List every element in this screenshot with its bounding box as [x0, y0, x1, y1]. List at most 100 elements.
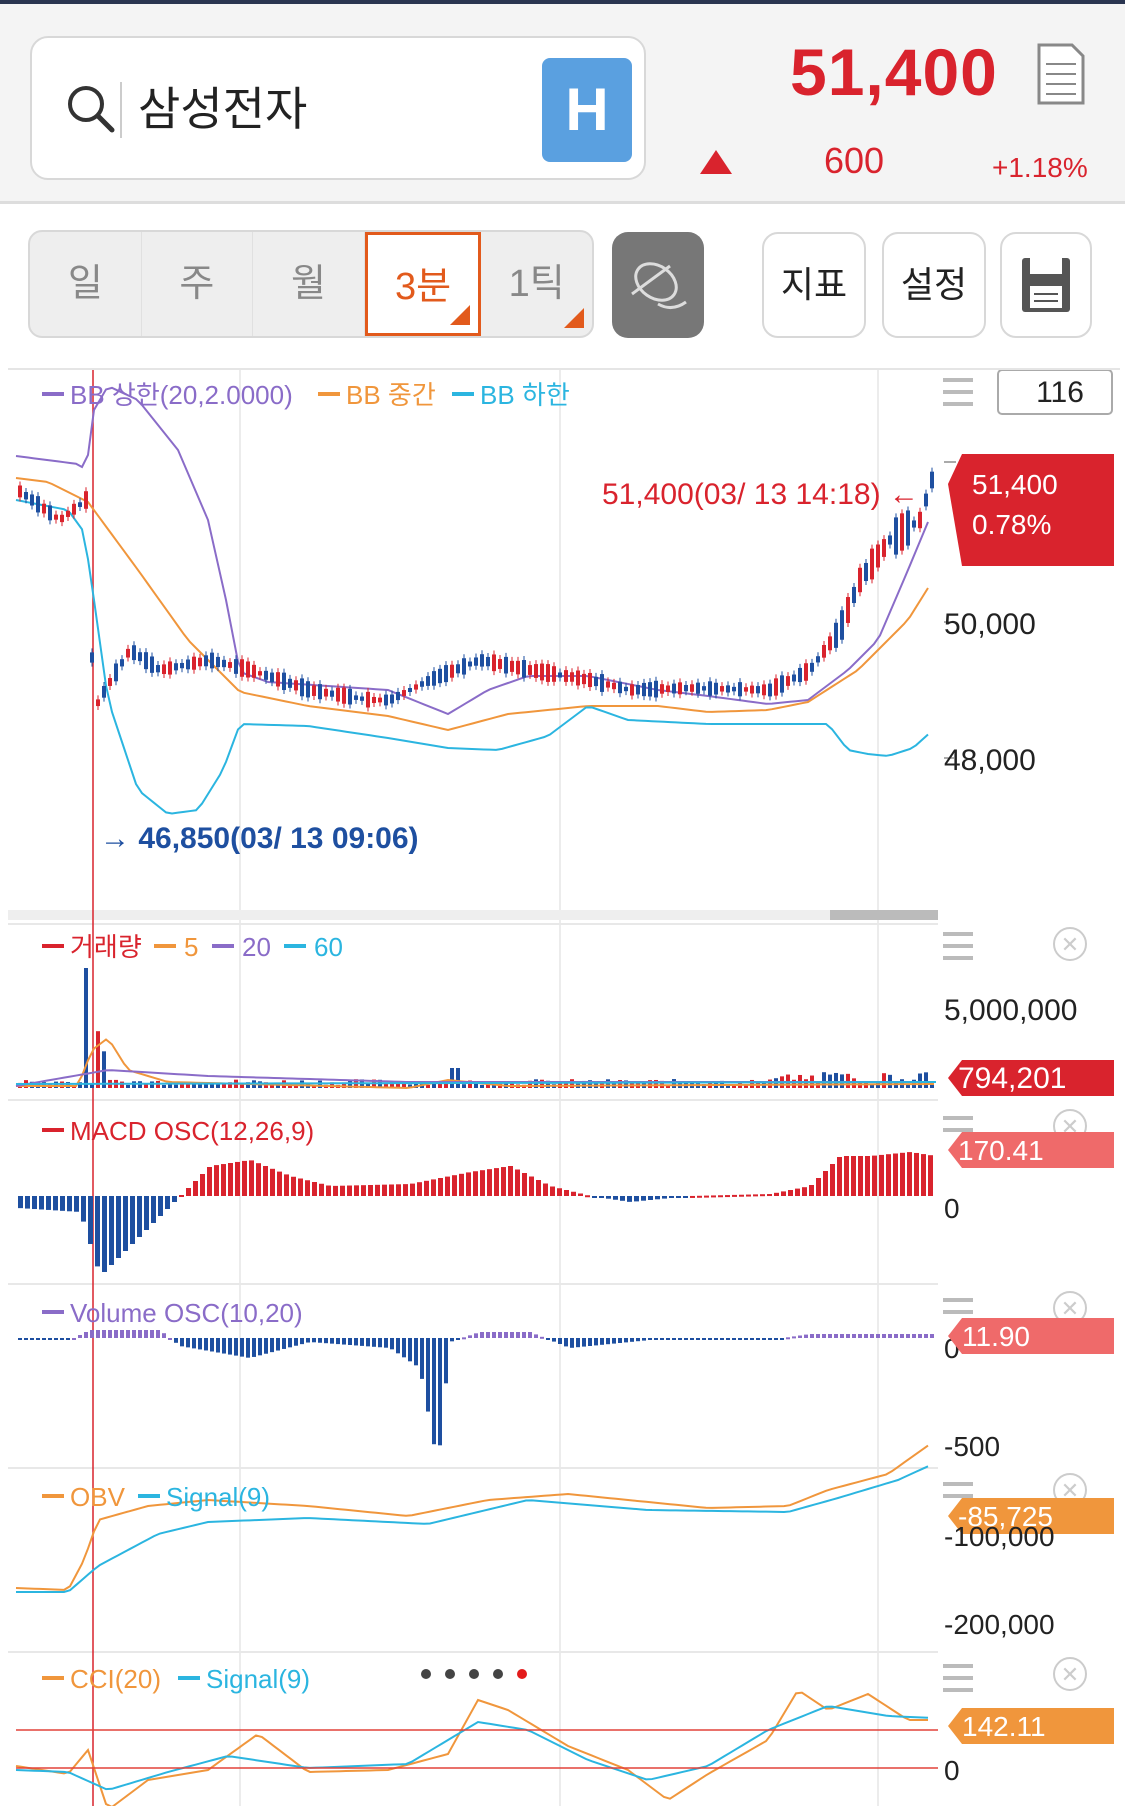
volume-osc-bar: [288, 1338, 292, 1348]
volume-bar: [120, 1081, 124, 1088]
close-panel-icon[interactable]: [1053, 927, 1087, 961]
document-icon[interactable]: [1036, 42, 1086, 106]
macd-bar: [431, 1179, 436, 1196]
macd-tag: [948, 1132, 1114, 1168]
settings-button[interactable]: 설정: [882, 232, 986, 338]
macd-bar: [865, 1156, 870, 1196]
macd-bar: [389, 1184, 394, 1196]
candle-body: [450, 664, 454, 678]
macd-bar: [823, 1171, 828, 1196]
h-button[interactable]: H: [542, 58, 632, 162]
drawing-tool-button[interactable]: [612, 232, 704, 338]
macd-bar: [697, 1195, 702, 1198]
candle-body: [300, 678, 304, 697]
candle-body: [684, 684, 688, 692]
candle-body: [72, 503, 76, 515]
legend-bb-lower: BB 하한: [480, 380, 570, 410]
volume-osc-bar: [906, 1334, 910, 1338]
volume-osc-bar: [234, 1338, 238, 1356]
volume-bar: [228, 1082, 232, 1088]
macd-bar: [627, 1196, 632, 1202]
candle-body: [756, 686, 760, 694]
volume-bar: [546, 1080, 550, 1088]
macd-bar: [74, 1196, 79, 1212]
save-button[interactable]: [1000, 232, 1092, 338]
candle-body: [366, 691, 370, 708]
volume-bar: [834, 1072, 838, 1088]
stock-search-box[interactable]: 삼성전자 H: [30, 36, 646, 180]
stock-name-input[interactable]: 삼성전자: [138, 83, 308, 135]
chart-canvas[interactable]: BB 상한(20,2.0000) BB 중간 BB 하한 51,400(03/ …: [8, 369, 1120, 1809]
volume-osc-bar: [54, 1338, 58, 1340]
macd-bar: [571, 1191, 576, 1196]
main-scrollbar-thumb[interactable]: [830, 910, 938, 920]
macd-bar: [669, 1196, 674, 1198]
volume-osc-bar: [270, 1338, 274, 1353]
macd-bar: [641, 1196, 646, 1201]
close-panel-icon[interactable]: [1053, 1657, 1087, 1691]
volume-osc-bar: [474, 1333, 478, 1338]
candle-count-box[interactable]: [997, 369, 1113, 415]
period-day-tab[interactable]: 일: [30, 232, 142, 336]
volume-osc-bar: [264, 1338, 268, 1354]
main-scrollbar-track[interactable]: [8, 910, 938, 920]
volume-osc-bar: [774, 1338, 778, 1340]
macd-bar: [193, 1181, 198, 1196]
macd-bar: [781, 1191, 786, 1196]
period-month-tab[interactable]: 월: [253, 232, 365, 336]
period-3min-tab[interactable]: 3분: [364, 232, 482, 336]
macd-bar: [739, 1194, 744, 1197]
candle-body: [378, 697, 382, 703]
volume-bar: [204, 1084, 208, 1088]
dropdown-corner-icon: [563, 308, 584, 328]
cci-tag: [948, 1708, 1114, 1744]
volume-osc-bar: [522, 1332, 526, 1338]
indicator-button[interactable]: 지표: [762, 232, 866, 338]
period-1tick-tab[interactable]: 1틱: [481, 232, 592, 336]
macd-bar: [361, 1185, 366, 1196]
volume-bar: [930, 1083, 934, 1088]
volume-osc-bar: [228, 1338, 232, 1355]
volume-bar: [732, 1084, 736, 1088]
candle-body: [552, 666, 556, 682]
period-week-tab[interactable]: 주: [142, 232, 254, 336]
candle-body: [792, 674, 796, 682]
volume-osc-bar: [816, 1334, 820, 1338]
volume-osc-bar: [564, 1338, 568, 1347]
candle-body: [204, 655, 208, 667]
candle-body: [246, 661, 250, 678]
cci-legend: CCI(20) Signal(9): [42, 1664, 310, 1694]
candle-body: [306, 681, 310, 698]
candle-body: [468, 661, 472, 667]
candle-body: [516, 660, 520, 675]
volume-osc-bar: [576, 1338, 580, 1348]
price-change-percent: +1.18%: [992, 152, 1088, 183]
candle-body: [84, 491, 88, 509]
legend-bb-upper: BB 상한(20,2.0000): [70, 380, 293, 410]
volume-bar: [270, 1084, 274, 1088]
page-indicator[interactable]: [421, 1669, 527, 1679]
macd-bar: [25, 1196, 30, 1209]
volume-bar: [168, 1084, 172, 1088]
volume-osc-bar: [900, 1334, 904, 1338]
legend-volume-osc: Volume OSC(10,20): [70, 1298, 303, 1328]
candle-body: [438, 668, 442, 684]
macd-bar: [767, 1194, 772, 1197]
chart-area[interactable]: BB 상한(20,2.0000) BB 중간 BB 하한 51,400(03/ …: [8, 368, 1120, 1809]
volume-osc-bar: [846, 1334, 850, 1338]
macd-bar: [284, 1174, 289, 1196]
candle-body: [930, 471, 934, 489]
candle-body: [444, 665, 448, 683]
volume-bar: [726, 1084, 730, 1088]
candle-body: [132, 645, 136, 661]
macd-bar: [921, 1154, 926, 1196]
macd-bar: [634, 1196, 639, 1202]
volume-osc-bar: [372, 1338, 376, 1347]
candle-body: [546, 664, 550, 682]
volume-osc-bar: [780, 1338, 784, 1340]
volume-bar: [84, 968, 88, 1088]
candle-body: [150, 656, 154, 673]
candle-body: [426, 676, 430, 686]
volume-osc-bar: [294, 1338, 298, 1346]
candle-body: [906, 510, 910, 546]
